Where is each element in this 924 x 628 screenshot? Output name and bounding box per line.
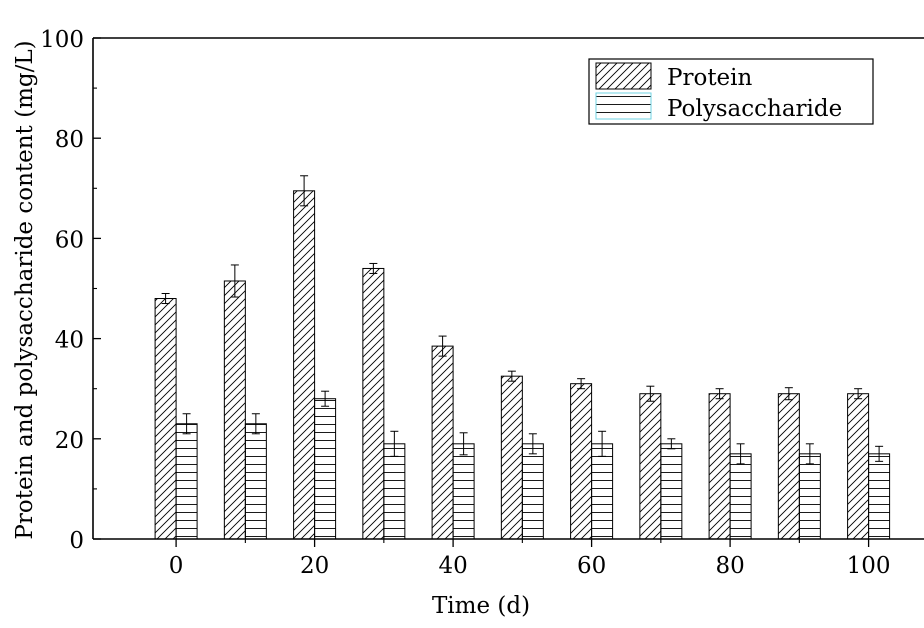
protein-bar	[847, 393, 870, 540]
protein-error-bar	[507, 370, 516, 382]
protein-bar	[500, 375, 523, 540]
protein-error-bar	[715, 388, 724, 400]
protein-bar	[223, 280, 246, 540]
polysaccharide-bar	[314, 398, 337, 540]
protein-bar	[293, 190, 316, 540]
y-axis-label: Protein and polysaccharide content (mg/L…	[12, 40, 38, 539]
y-tick-label: 40	[55, 328, 84, 354]
x-tick-label: 20	[300, 553, 329, 579]
protein-bar	[570, 383, 593, 540]
x-tick-label: 100	[847, 553, 891, 579]
legend-label-protein: Protein	[667, 65, 753, 91]
polysaccharide-bar	[660, 443, 683, 540]
polysaccharide-bar	[452, 443, 475, 540]
x-tick-label: 60	[577, 553, 606, 579]
protein-error-bar	[646, 385, 655, 402]
polysaccharide-error-bar	[459, 432, 468, 456]
polysaccharide-error-bar	[736, 443, 745, 465]
protein-error-bar	[300, 175, 309, 207]
polysaccharide-error-bar	[182, 413, 191, 435]
protein-bar	[154, 298, 177, 540]
polysaccharide-bar	[868, 453, 891, 540]
protein-error-bar	[854, 388, 863, 400]
polysaccharide-error-bar	[667, 438, 676, 450]
legend-swatch-protein	[595, 62, 652, 90]
protein-bar	[362, 267, 385, 540]
polysaccharide-error-bar	[390, 430, 399, 457]
y-tick-label: 80	[55, 127, 84, 153]
polysaccharide-bar	[521, 443, 544, 540]
error-bars-layer	[161, 175, 884, 465]
protein-error-bar	[369, 262, 378, 274]
polysaccharide-error-bar	[251, 413, 260, 435]
x-tick-label: 40	[438, 553, 467, 579]
protein-error-bar	[438, 335, 447, 357]
protein-bar	[431, 345, 454, 540]
polysaccharide-bar	[798, 453, 821, 540]
polysaccharide-bar	[729, 453, 752, 540]
polysaccharide-bar	[244, 423, 267, 540]
protein-error-bar	[230, 264, 239, 298]
protein-bar	[708, 393, 731, 540]
y-tick-label: 60	[55, 227, 84, 253]
polysaccharide-error-bar	[875, 445, 884, 462]
protein-bar	[777, 393, 800, 540]
protein-error-bar	[577, 378, 586, 390]
protein-error-bar	[784, 387, 793, 401]
polysaccharide-error-bar	[805, 443, 814, 465]
polysaccharide-bar	[383, 443, 406, 540]
ticks: 0 20 40 60 80 100 0 20 40 60 80 100	[40, 27, 890, 579]
y-tick-label: 0	[69, 528, 84, 554]
protein-error-bar	[161, 293, 170, 305]
y-tick-label: 20	[55, 428, 84, 454]
legend-label-polysaccharide: Polysaccharide	[667, 96, 842, 122]
polysaccharide-error-bar	[321, 390, 330, 407]
legend-swatch-polysaccharide	[595, 92, 652, 120]
x-tick-label: 80	[715, 553, 744, 579]
polysaccharide-error-bar	[598, 430, 607, 457]
polysaccharide-bar	[175, 423, 198, 540]
polysaccharide-bar	[591, 443, 614, 540]
protein-bar	[639, 393, 662, 540]
x-tick-label: 0	[169, 553, 184, 579]
x-axis-label: Time (d)	[432, 593, 530, 619]
legend: Protein Polysaccharide	[588, 58, 874, 125]
bars-layer	[154, 190, 891, 540]
polysaccharide-error-bar	[528, 433, 537, 455]
y-tick-label: 100	[40, 27, 84, 53]
